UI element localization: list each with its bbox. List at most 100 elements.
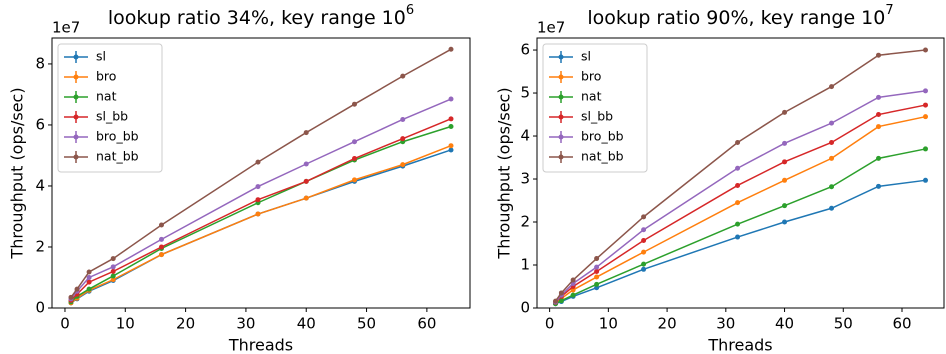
data-point (782, 219, 788, 225)
data-point (735, 200, 741, 206)
data-point (782, 140, 788, 146)
data-point (400, 136, 406, 142)
series-line (554, 90, 926, 303)
x-tick-label: 50 (357, 315, 376, 333)
data-point (86, 269, 92, 275)
legend-label: nat_bb (581, 149, 624, 164)
legend-label: nat (96, 89, 117, 104)
legend-marker (558, 74, 564, 80)
legend-marker (558, 154, 564, 160)
data-point (735, 234, 741, 240)
legend-marker (558, 114, 564, 120)
data-point (923, 177, 928, 183)
data-point (255, 184, 261, 190)
data-point (735, 139, 741, 145)
data-point (923, 114, 928, 120)
y-tick-label: 0 (35, 299, 45, 317)
data-point (303, 195, 309, 201)
data-point (829, 84, 835, 90)
y-offset: 1e7 (52, 19, 80, 37)
series-line (70, 48, 452, 298)
chart-title: lookup ratio 34%, key range 106 (108, 3, 414, 29)
data-point (570, 287, 576, 293)
title-exponent: 7 (885, 3, 893, 18)
data-point (876, 155, 882, 161)
legend: sl bro nat sl_bb bro_bb nat_bb (542, 43, 648, 173)
y-tick-label: 6 (520, 41, 530, 59)
data-point (923, 88, 928, 94)
x-tick-label: 50 (834, 315, 853, 333)
data-point (400, 162, 406, 168)
y-offset: 1e7 (537, 19, 565, 37)
legend-label: bro_bb (581, 129, 624, 144)
data-point (158, 252, 164, 258)
data-point (558, 298, 564, 304)
x-tick-label: 30 (236, 315, 255, 333)
legend-marker (558, 54, 564, 60)
legend-marker (73, 154, 79, 160)
subplot: lookup ratio 34%, key range 106 1e7 Thread… (8, 3, 471, 354)
data-point (594, 274, 600, 280)
data-point (735, 182, 741, 188)
data-point (448, 96, 454, 102)
data-point (594, 256, 600, 262)
series-line (70, 125, 452, 303)
data-point (923, 47, 928, 53)
series-line (555, 148, 926, 305)
legend-marker (73, 94, 79, 100)
data-point (641, 238, 647, 243)
data-point (351, 139, 357, 145)
legend-label: sl_bb (581, 109, 613, 124)
x-tick-label: 10 (116, 315, 135, 333)
data-point (448, 147, 454, 153)
data-point (641, 214, 647, 220)
data-point (303, 130, 309, 136)
title-text: lookup ratio 90%, key range 10 (587, 7, 885, 29)
data-point (829, 120, 835, 126)
legend-label: bro_bb (96, 129, 139, 144)
legend-label: sl_bb (96, 109, 128, 124)
data-point (641, 261, 647, 267)
data-point (553, 298, 558, 304)
data-point (876, 183, 882, 189)
data-point (110, 256, 116, 262)
data-point (255, 197, 261, 203)
series-line (70, 149, 452, 304)
data-point (351, 156, 357, 162)
data-point (558, 290, 564, 296)
data-point (876, 112, 882, 118)
data-point (86, 279, 92, 285)
legend-box (542, 43, 648, 173)
data-point (110, 264, 116, 270)
data-point (876, 94, 882, 100)
chart-title: lookup ratio 90%, key range 107 (587, 3, 893, 29)
data-point (641, 227, 647, 233)
data-point (303, 161, 309, 167)
x-tick-label: 10 (599, 315, 618, 333)
data-point (255, 159, 261, 165)
legend-label: nat_bb (96, 149, 139, 164)
x-tick-label: 60 (417, 315, 436, 333)
x-tick-label: 0 (60, 315, 70, 333)
data-point (448, 143, 454, 149)
data-point (448, 46, 454, 52)
legend: sl bro nat sl_bb bro_bb nat_bb (57, 43, 163, 173)
x-axis-label: Threads (228, 336, 293, 354)
data-point (400, 116, 406, 122)
data-point (782, 109, 788, 115)
subplot: lookup ratio 90%, key range 107 1e7 Thread… (495, 3, 945, 354)
y-tick-label: 4 (35, 176, 45, 194)
legend-label: sl (581, 49, 591, 64)
series-line (70, 98, 452, 300)
x-tick-label: 40 (297, 315, 316, 333)
data-point (829, 205, 835, 211)
data-point (782, 177, 788, 183)
y-tick-label: 4 (520, 127, 530, 145)
x-tick-label: 20 (658, 315, 677, 333)
series-line (70, 144, 452, 304)
data-point (351, 101, 357, 107)
series-line (555, 179, 926, 305)
legend-marker (558, 134, 564, 140)
x-tick-label: 60 (892, 315, 911, 333)
